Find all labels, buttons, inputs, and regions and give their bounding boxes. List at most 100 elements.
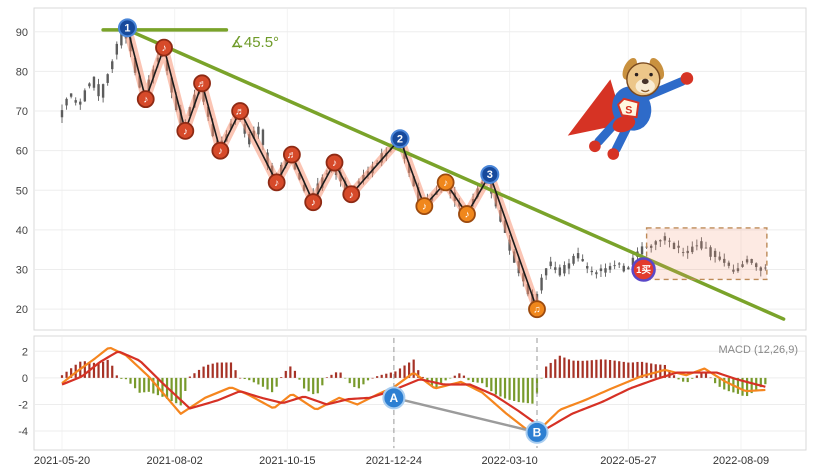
candle-body [608, 266, 612, 270]
svg-text:♪: ♪ [143, 95, 148, 106]
candle-body [581, 259, 584, 262]
svg-text:♪: ♪ [332, 158, 337, 169]
price-axis-tick-label: 60 [16, 146, 28, 158]
macd-indicator-label: MACD (12,26,9) [719, 344, 798, 356]
svg-text:♪: ♪ [443, 178, 448, 189]
candle-body [554, 267, 557, 270]
candle-body [257, 126, 260, 135]
candle-body [622, 265, 625, 272]
candle-body [750, 258, 753, 263]
candle-body [686, 250, 689, 254]
svg-text:♪: ♪ [183, 126, 188, 137]
svg-text:♪: ♪ [218, 146, 223, 157]
candle-body [83, 90, 87, 102]
candle-body [544, 268, 548, 276]
candle-body [599, 268, 603, 272]
candle-body [640, 246, 644, 255]
candle-body [79, 101, 82, 105]
candle-body [718, 256, 721, 260]
price-axis-tick-label: 70 [16, 106, 28, 118]
note-marker: ♪ [325, 153, 344, 172]
candle-body [595, 272, 598, 275]
svg-text:♬: ♬ [287, 150, 297, 161]
candle-body [576, 253, 580, 259]
price-axis-tick-label: 50 [16, 185, 28, 197]
candle-body [97, 84, 100, 97]
mascot-mouth [640, 89, 650, 93]
superdog-mascot: S [567, 57, 694, 160]
price-axis-tick-label: 40 [16, 225, 28, 237]
macd-dif-line [61, 346, 766, 437]
candle-body [590, 270, 594, 273]
candle-body [69, 93, 73, 97]
candle-body [60, 110, 64, 118]
candle-body [508, 239, 511, 251]
candle-body [745, 259, 749, 263]
svg-text:A: A [390, 391, 399, 405]
svg-text:♫: ♫ [533, 305, 541, 316]
candle-body [695, 245, 699, 247]
candle-body [713, 250, 717, 258]
candle-body [691, 246, 694, 253]
candle-body [677, 245, 680, 248]
pivot-number-2-marker: 2 [390, 129, 410, 149]
candle-body [631, 257, 635, 266]
svg-text:1: 1 [124, 23, 130, 35]
svg-text:3: 3 [487, 169, 493, 181]
candle-body [572, 255, 575, 264]
consolidation-highlight-box [645, 227, 768, 281]
svg-text:1买: 1买 [636, 265, 651, 276]
x-axis-tick-label: 2021-08-02 [147, 455, 203, 467]
x-axis-tick-label: 2021-12-24 [366, 455, 422, 467]
candle-body [654, 241, 657, 245]
mascot-boot [607, 148, 620, 160]
note-marker: ♫ [528, 300, 546, 319]
candle-body [736, 268, 740, 272]
svg-text:♪: ♪ [464, 210, 469, 221]
note-marker: ♪ [342, 185, 361, 204]
note-marker: ♬ [231, 102, 250, 120]
note-marker: ♪ [211, 141, 230, 160]
svg-text:♬: ♬ [197, 79, 207, 90]
note-marker: ♪ [304, 193, 323, 212]
macd-axis-tick-label: -4 [18, 426, 28, 438]
downtrend-line [125, 28, 786, 321]
mascot-boot [589, 140, 601, 153]
candle-body [700, 241, 703, 249]
candle-body [681, 252, 685, 254]
note-marker: ♪ [136, 90, 155, 109]
mascot-muzzle [635, 78, 655, 94]
note-marker: ♪ [436, 173, 455, 192]
candle-body [604, 268, 607, 273]
note-marker: ♪ [176, 121, 195, 140]
mascot-shield [617, 97, 640, 119]
x-axis-tick-label: 2021-05-20 [34, 455, 90, 467]
ab-divergence-connector [393, 396, 538, 434]
macd-point-A-marker: A [382, 386, 406, 410]
price-axis-tick-label: 80 [16, 66, 28, 78]
pivot-number-3-marker: 3 [480, 164, 500, 184]
candle-body [563, 264, 566, 274]
candle-body [92, 76, 96, 88]
macd-histogram [60, 355, 767, 406]
svg-text:♪: ♪ [422, 202, 427, 213]
mascot-eye [634, 72, 639, 77]
candle-body [540, 277, 543, 291]
mascot-trunks [612, 115, 636, 133]
candle-body [74, 100, 77, 103]
svg-text:♪: ♪ [349, 190, 354, 201]
candle-body [709, 247, 712, 257]
candle-body [659, 240, 662, 242]
candle-body [627, 267, 630, 270]
candle-body [732, 269, 735, 272]
candle-body [618, 263, 621, 265]
candle-body [723, 258, 726, 263]
svg-text:B: B [533, 426, 542, 440]
candle-body [727, 262, 731, 266]
mascot-shield-letter: S [625, 104, 632, 116]
mascot-eye [649, 72, 653, 77]
candle-body [567, 263, 571, 269]
macd-panel [33, 335, 807, 451]
candle-body [759, 267, 762, 271]
